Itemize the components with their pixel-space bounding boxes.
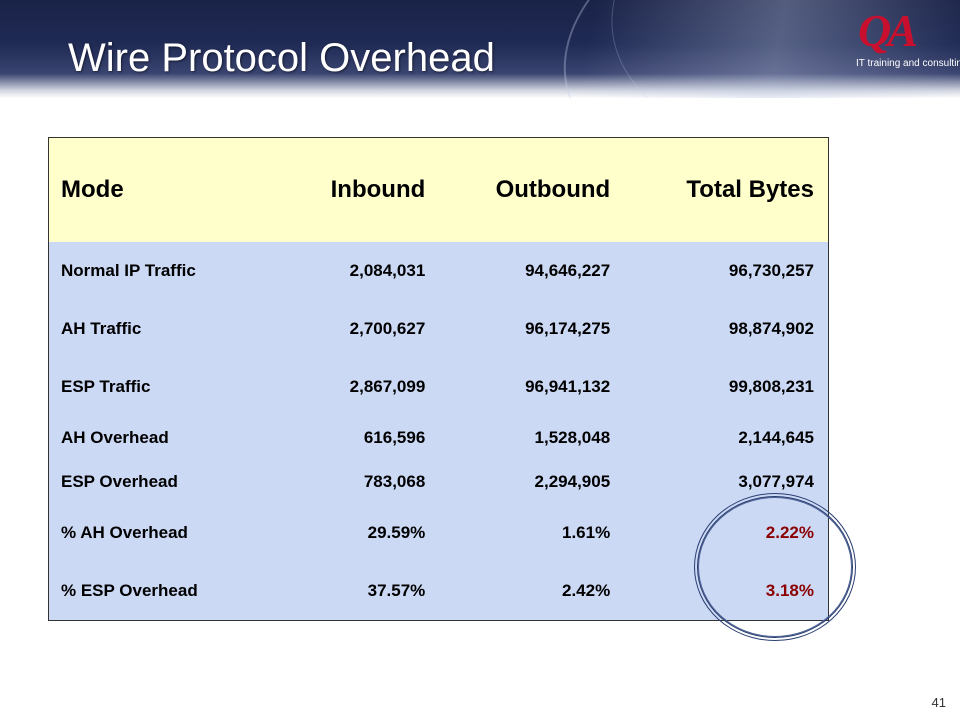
total-bytes-cell: 3,077,974 bbox=[738, 471, 814, 491]
row-label: AH Traffic bbox=[61, 318, 142, 338]
row-label: % ESP Overhead bbox=[61, 580, 198, 600]
total-bytes-cell: 96,730,257 bbox=[728, 260, 814, 280]
outbound-cell: 94,646,227 bbox=[525, 260, 611, 280]
slide-header-banner bbox=[0, 0, 960, 98]
table-header-row: Mode Inbound Outbound Total Bytes bbox=[48, 137, 829, 242]
table-row: AH Traffic 2,700,627 96,174,275 98,874,9… bbox=[49, 300, 829, 358]
outbound-cell: 1,528,048 bbox=[534, 427, 611, 447]
total-bytes-cell: 98,874,902 bbox=[728, 318, 814, 338]
column-header-inbound: Inbound bbox=[330, 175, 426, 203]
inbound-cell: 29.59% bbox=[367, 522, 426, 542]
inbound-cell: 2,084,031 bbox=[349, 260, 426, 280]
inbound-cell: 2,700,627 bbox=[349, 318, 426, 338]
outbound-cell: 2.42% bbox=[561, 580, 611, 600]
inbound-cell: 37.57% bbox=[367, 580, 426, 600]
table-row: ESP Traffic 2,867,099 96,941,132 99,808,… bbox=[49, 358, 829, 416]
row-label: AH Overhead bbox=[61, 427, 169, 447]
column-header-total-bytes: Total Bytes bbox=[686, 175, 814, 203]
inbound-cell: 783,068 bbox=[363, 471, 426, 491]
highlight-circle bbox=[694, 493, 856, 641]
column-header-mode: Mode bbox=[61, 175, 124, 203]
table-row: Normal IP Traffic 2,084,031 94,646,227 9… bbox=[49, 242, 829, 300]
outbound-cell: 1.61% bbox=[561, 522, 611, 542]
inbound-cell: 2,867,099 bbox=[349, 376, 426, 396]
row-label: Normal IP Traffic bbox=[61, 260, 196, 280]
outbound-cell: 96,174,275 bbox=[525, 318, 611, 338]
outbound-cell: 2,294,905 bbox=[534, 471, 611, 491]
qa-logo-mark: QA bbox=[858, 5, 918, 56]
qa-logo-tagline: IT training and consulting bbox=[856, 58, 960, 69]
row-label: % AH Overhead bbox=[61, 522, 188, 542]
outbound-cell: 96,941,132 bbox=[525, 376, 611, 396]
total-bytes-cell: 2,144,645 bbox=[738, 427, 814, 447]
row-label: ESP Traffic bbox=[61, 376, 151, 396]
row-label: ESP Overhead bbox=[61, 471, 178, 491]
page-number: 41 bbox=[931, 695, 946, 710]
total-bytes-cell: 99,808,231 bbox=[728, 376, 814, 396]
qa-logo: QA IT training and consulting bbox=[856, 4, 960, 84]
decorative-shine bbox=[500, 0, 960, 98]
column-header-outbound: Outbound bbox=[495, 175, 611, 203]
inbound-cell: 616,596 bbox=[363, 427, 426, 447]
table-row: ESP Overhead 783,068 2,294,905 3,077,974 bbox=[49, 460, 829, 504]
slide-title: Wire Protocol Overhead bbox=[68, 36, 495, 80]
table-row: AH Overhead 616,596 1,528,048 2,144,645 bbox=[49, 416, 829, 460]
